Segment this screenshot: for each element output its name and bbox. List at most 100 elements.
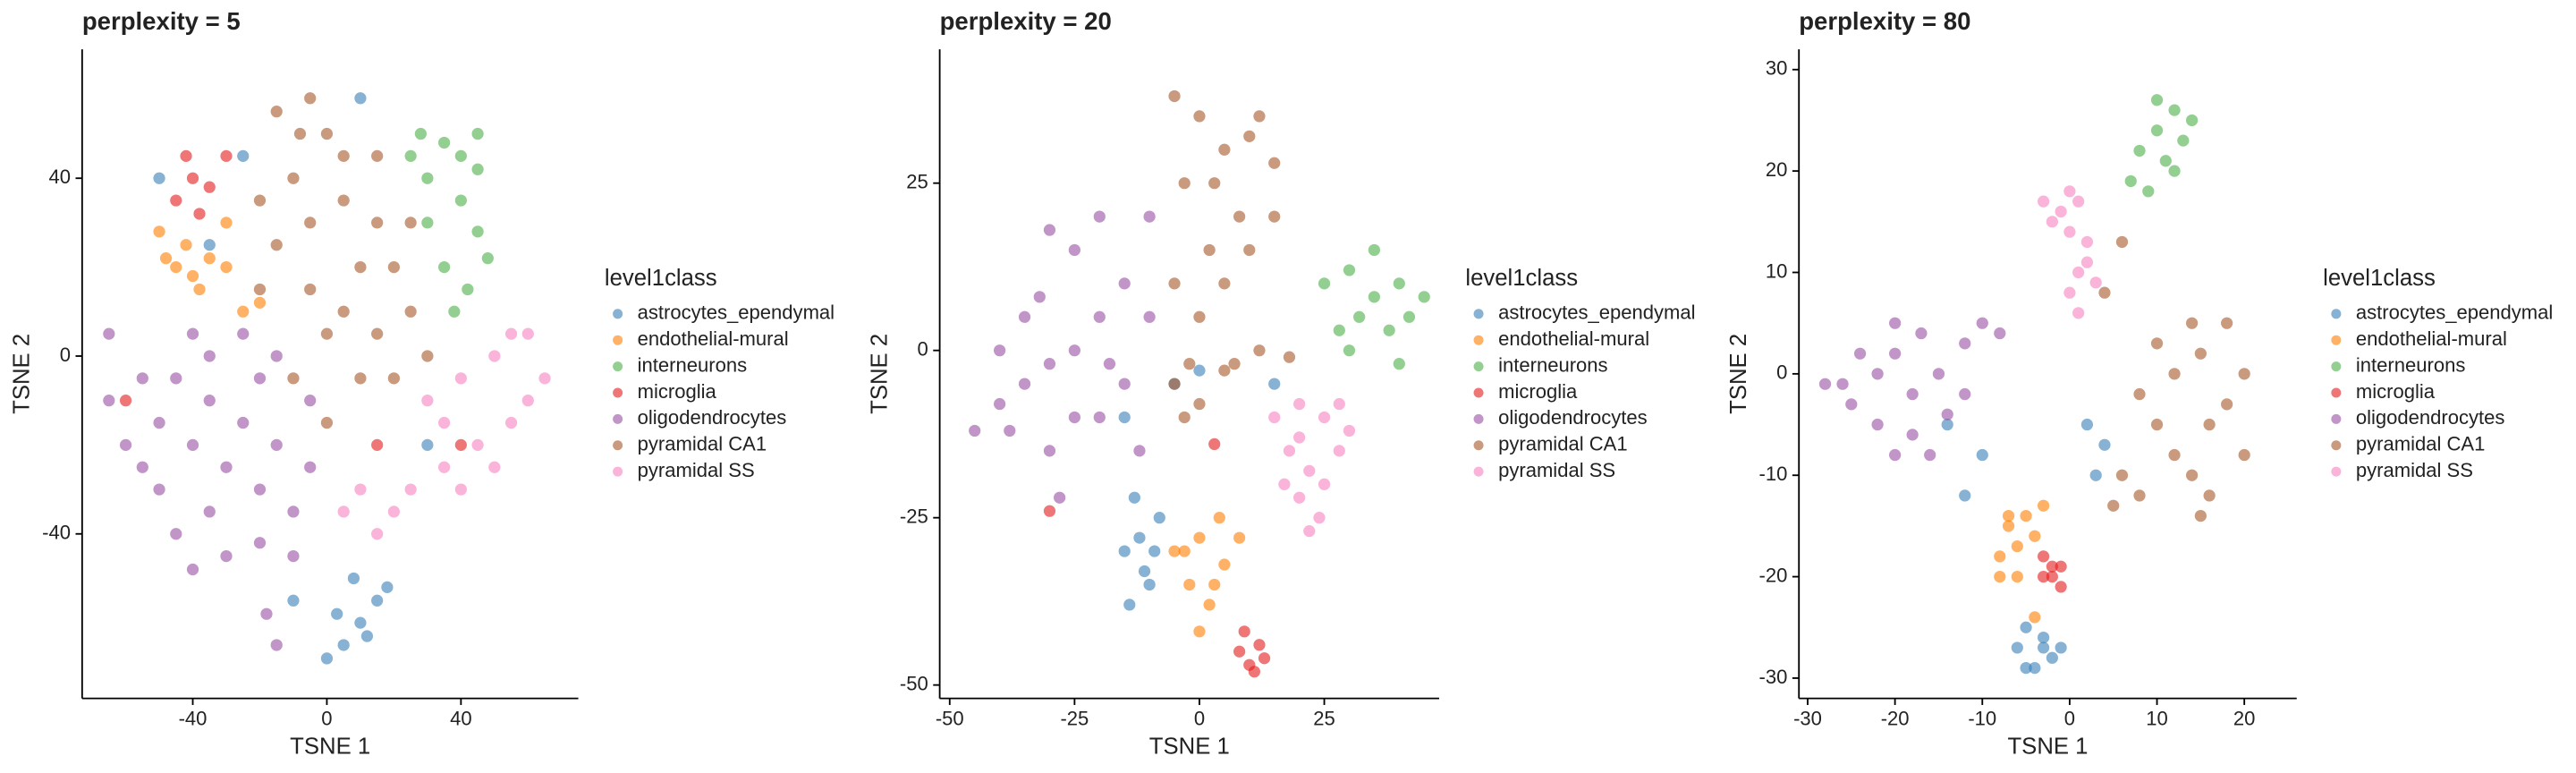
- point: [193, 283, 206, 296]
- point: [1402, 310, 1416, 323]
- point: [270, 350, 283, 362]
- point: [170, 260, 182, 274]
- point: [1418, 291, 1430, 303]
- y-tick-label: 40: [48, 166, 71, 188]
- y-axis-title: TSNE 2: [10, 334, 35, 414]
- point: [253, 283, 267, 296]
- x-axis-title: TSNE 1: [290, 735, 370, 760]
- legend-swatch: [2331, 361, 2342, 372]
- point: [153, 172, 165, 184]
- point: [1343, 344, 1356, 357]
- point: [1193, 397, 1206, 411]
- point: [331, 607, 343, 620]
- point: [153, 483, 165, 496]
- x-tick-label: -20: [1881, 707, 1910, 729]
- point: [994, 344, 1006, 357]
- point: [438, 416, 451, 429]
- legend-label: interneurons: [638, 353, 747, 376]
- point: [2037, 499, 2050, 512]
- y-tick-label: 0: [60, 344, 71, 366]
- point: [1043, 358, 1056, 370]
- legend-label: interneurons: [1498, 353, 1607, 376]
- point: [119, 438, 132, 451]
- point: [404, 149, 417, 162]
- point: [1168, 378, 1181, 390]
- point: [1258, 652, 1271, 665]
- point: [1343, 264, 1356, 276]
- legend-label: microglia: [1498, 380, 1578, 403]
- point: [1293, 431, 1306, 444]
- point: [1233, 531, 1246, 544]
- point: [1906, 429, 1919, 441]
- point: [2020, 509, 2032, 522]
- point: [186, 172, 199, 184]
- point: [186, 438, 199, 451]
- point: [1093, 411, 1106, 424]
- point: [170, 194, 182, 207]
- point: [2046, 570, 2058, 583]
- point: [1118, 411, 1131, 424]
- point: [2150, 124, 2164, 137]
- point: [371, 149, 384, 162]
- point: [462, 283, 474, 296]
- point: [2029, 611, 2041, 624]
- point: [2029, 530, 2041, 542]
- y-tick-label: -25: [900, 505, 928, 527]
- legend-title: level1class: [1465, 266, 1578, 291]
- point: [1889, 448, 1902, 462]
- point: [438, 461, 451, 473]
- legend-label: oligodendrocytes: [2356, 406, 2505, 429]
- point: [1093, 210, 1106, 223]
- legend-label: endothelial-mural: [638, 327, 789, 350]
- legend-label: astrocytes_ependymal: [638, 302, 835, 324]
- point: [1068, 344, 1080, 357]
- point: [1123, 599, 1136, 611]
- point: [2055, 581, 2067, 593]
- point: [1103, 358, 1116, 370]
- x-tick-label: -30: [1793, 707, 1822, 729]
- point: [170, 372, 182, 385]
- point: [2037, 195, 2050, 208]
- point: [404, 483, 417, 496]
- x-tick-label: -25: [1060, 707, 1089, 729]
- point: [1178, 177, 1191, 190]
- point: [1193, 110, 1206, 123]
- point: [504, 327, 518, 340]
- point: [2020, 621, 2032, 633]
- point: [371, 528, 384, 540]
- point: [1253, 110, 1266, 123]
- point: [270, 639, 283, 651]
- point: [1268, 157, 1281, 169]
- point: [421, 438, 434, 451]
- panel-title: perplexity = 80: [1799, 7, 1970, 35]
- point: [521, 327, 534, 340]
- point: [320, 327, 334, 340]
- legend-swatch: [1473, 387, 1484, 398]
- point: [2115, 469, 2129, 481]
- x-axis-title: TSNE 1: [1149, 735, 1230, 760]
- y-tick-label: -30: [1759, 666, 1788, 688]
- point: [2150, 94, 2164, 106]
- point: [1033, 291, 1046, 303]
- point: [1393, 277, 1405, 290]
- point: [1118, 378, 1131, 390]
- point: [1941, 408, 1953, 420]
- point: [2107, 499, 2120, 512]
- point: [1168, 89, 1181, 103]
- x-tick-label: 0: [1194, 707, 1205, 729]
- point: [220, 217, 233, 229]
- legend-swatch: [2331, 413, 2342, 424]
- point: [1178, 545, 1191, 557]
- point: [2055, 560, 2067, 573]
- point: [1228, 358, 1241, 370]
- point: [1836, 378, 1849, 390]
- legend-swatch: [613, 309, 623, 319]
- point: [103, 395, 115, 407]
- point: [1193, 531, 1206, 544]
- x-tick-label: 0: [321, 707, 332, 729]
- point: [1994, 570, 2006, 583]
- point: [2011, 570, 2023, 583]
- point: [2098, 286, 2111, 299]
- point: [2194, 347, 2207, 360]
- point: [504, 416, 518, 429]
